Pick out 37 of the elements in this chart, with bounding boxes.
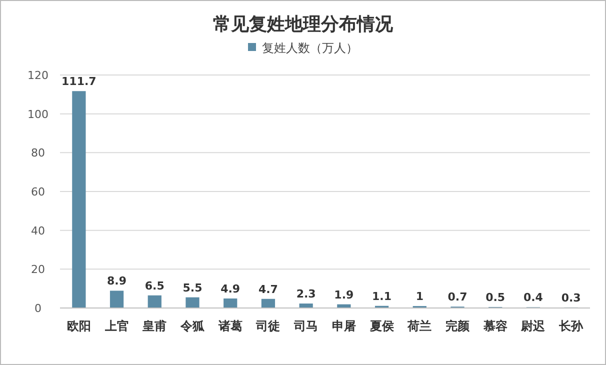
- x-tick-label: 司徒: [255, 319, 280, 333]
- y-tick-label: 20: [31, 263, 45, 276]
- data-label: 5.5: [182, 281, 202, 294]
- x-tick-label: 尉迟: [520, 319, 546, 333]
- chart-title: 常见复姓地理分布情况: [213, 14, 394, 35]
- data-label: 6.5: [144, 279, 164, 292]
- x-tick-label: 夏侯: [368, 319, 395, 333]
- y-tick-label: 120: [28, 69, 48, 82]
- x-tick-label: 司马: [293, 319, 318, 333]
- x-tick-label: 令狐: [180, 319, 206, 333]
- data-label: 8.9: [107, 274, 127, 288]
- y-tick-label: 0: [34, 302, 42, 315]
- x-tick-label: 慕容: [482, 319, 508, 333]
- data-label: 0.3: [561, 291, 581, 304]
- y-tick-label: 60: [31, 186, 45, 198]
- x-tick-label: 申屠: [332, 319, 356, 333]
- y-tick-label: 40: [31, 224, 45, 238]
- data-label: 0.7: [448, 290, 468, 304]
- legend-label: 复姓人数（万人）: [262, 41, 358, 55]
- y-tick-label: 80: [31, 146, 45, 160]
- y-tick-label: 100: [28, 108, 48, 121]
- data-label: 4.9: [220, 282, 240, 296]
- x-tick-label: 完颜: [446, 319, 470, 333]
- x-tick-label: 诸葛: [217, 319, 242, 333]
- data-label: 2.3: [296, 288, 316, 301]
- data-label: 1.1: [372, 290, 392, 303]
- x-tick-label: 皇甫: [142, 319, 167, 333]
- data-label: 0.4: [523, 291, 544, 304]
- x-tick-label: 欧阳: [66, 319, 91, 333]
- data-label: 1: [416, 290, 424, 304]
- x-tick-label: 上官: [104, 319, 129, 333]
- data-label: 4.7: [258, 282, 278, 296]
- x-tick-label: 长孙: [558, 319, 584, 333]
- x-tick-label: 荷兰: [406, 319, 432, 333]
- data-label: 111.7: [62, 75, 96, 88]
- data-label: 1.9: [334, 288, 354, 302]
- data-label: 0.5: [486, 291, 506, 304]
